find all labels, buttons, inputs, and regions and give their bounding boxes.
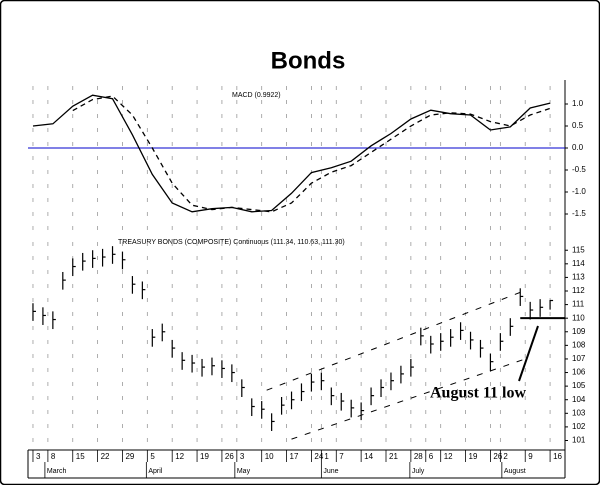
y-tick-label: 109 xyxy=(572,327,586,336)
x-tick-label: 12 xyxy=(444,452,453,461)
y-tick-label: 102 xyxy=(572,422,586,431)
macd-line xyxy=(72,95,551,213)
x-tick-label: 22 xyxy=(101,452,110,461)
y-tick-label: 0.5 xyxy=(572,121,584,130)
x-tick-label: 17 xyxy=(290,452,299,461)
y-tick-label: 114 xyxy=(572,259,585,268)
x-tick-label: 26 xyxy=(493,452,502,461)
x-tick-label: 2 xyxy=(503,452,508,461)
y-tick-label: -0.5 xyxy=(572,165,586,174)
x-tick-label: 5 xyxy=(150,452,155,461)
annotation: August 11 low xyxy=(430,385,526,402)
x-tick-label: 24 xyxy=(314,452,323,461)
annotation-pointer xyxy=(518,325,539,382)
chart-title: Bonds xyxy=(271,47,346,74)
x-tick-label: 8 xyxy=(51,452,56,461)
month-label: June xyxy=(323,468,338,475)
y-tick-label: 108 xyxy=(572,340,586,349)
y-tick-label: 1.0 xyxy=(572,99,584,108)
y-tick-label: 112 xyxy=(572,286,585,295)
x-tick-label: 16 xyxy=(553,452,562,461)
x-tick-label: 12 xyxy=(175,452,184,461)
y-tick-label: 103 xyxy=(572,408,586,417)
x-tick-label: 21 xyxy=(389,452,398,461)
trend-line xyxy=(266,291,521,391)
month-label: August xyxy=(504,468,526,475)
x-tick-label: 19 xyxy=(200,452,209,461)
y-tick-label: 106 xyxy=(572,368,586,377)
x-tick-label: 1 xyxy=(324,452,329,461)
macd-label: MACD (0.9922) xyxy=(232,92,281,99)
month-label: March xyxy=(47,468,67,475)
x-tick-label: 19 xyxy=(469,452,478,461)
x-tick-label: 3 xyxy=(240,452,245,461)
y-tick-label: 104 xyxy=(572,395,586,404)
x-tick-label: 29 xyxy=(125,452,134,461)
y-tick-label: 105 xyxy=(572,381,586,390)
x-tick-label: 7 xyxy=(339,452,344,461)
x-tick-label: 15 xyxy=(76,452,85,461)
x-tick-label: 28 xyxy=(414,452,423,461)
month-label: July xyxy=(412,468,425,475)
y-tick-label: -1.5 xyxy=(572,209,586,218)
x-tick-label: 9 xyxy=(528,452,533,461)
y-tick-label: 115 xyxy=(572,245,585,254)
x-tick-label: 26 xyxy=(225,452,234,461)
month-label: May xyxy=(237,468,251,475)
y-tick-label: 110 xyxy=(572,313,585,322)
y-tick-label: 0.0 xyxy=(572,143,584,152)
y-tick-label: -1.0 xyxy=(572,187,586,196)
y-tick-label: 101 xyxy=(572,436,586,445)
y-tick-label: 113 xyxy=(572,273,585,282)
x-tick-label: 3 xyxy=(36,452,41,461)
y-tick-label: 111 xyxy=(572,300,585,309)
y-tick-label: 107 xyxy=(572,354,586,363)
x-tick-label: 10 xyxy=(265,452,274,461)
price-label: TREASURY BONDS (COMPOSITE) Continuous (1… xyxy=(118,239,345,246)
month-label: April xyxy=(148,468,162,475)
x-tick-label: 6 xyxy=(429,452,434,461)
macd-line xyxy=(32,94,551,213)
x-tick-label: 14 xyxy=(364,452,373,461)
